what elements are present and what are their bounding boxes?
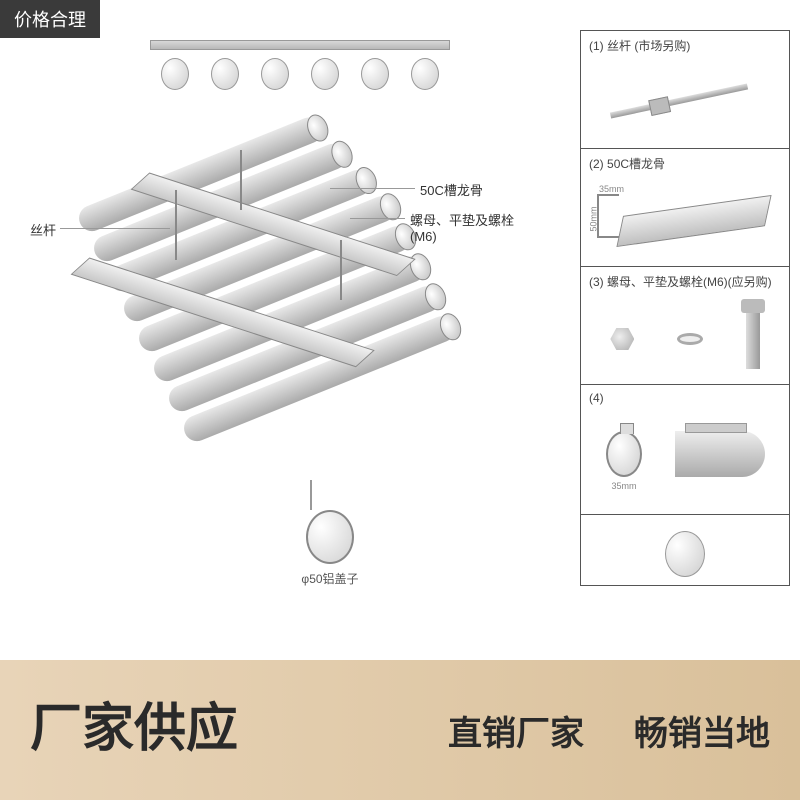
- part-row-rod: (1) 丝杆 (市场另购): [581, 31, 789, 149]
- tube-end: [311, 58, 339, 90]
- channel-profile: [597, 194, 619, 238]
- top-tubes-row: [150, 58, 450, 90]
- cap-detail: φ50铝盖子: [280, 510, 380, 587]
- label-channel: 50C槽龙骨: [420, 180, 483, 199]
- channel-graphic: [616, 195, 771, 247]
- part-title: (2) 50C槽龙骨: [589, 155, 781, 172]
- dimension: 50mm: [589, 206, 599, 231]
- tube-end: [161, 58, 189, 90]
- washer-graphic: [677, 333, 703, 345]
- tube-side-graphic: [675, 431, 765, 477]
- tube-end: [261, 58, 289, 90]
- part-title: (1) 丝杆 (市场另购): [589, 37, 781, 54]
- part-row-bolts: (3) 螺母、平垫及螺栓(M6)(应另购): [581, 267, 789, 385]
- label-bolts: 螺母、平垫及螺栓(M6): [410, 210, 520, 244]
- banner-tag: 直销厂家: [448, 706, 584, 755]
- leader-line: [330, 188, 415, 189]
- part-row-tube: (4) 35mm: [581, 385, 789, 515]
- dimension: 35mm: [612, 481, 637, 491]
- leader-line: [350, 218, 405, 219]
- top-rail: [150, 40, 450, 50]
- marketing-banner: 厂家供应 直销厂家 畅销当地: [0, 660, 800, 800]
- threaded-rod: [175, 190, 177, 260]
- threaded-rod: [340, 240, 342, 300]
- assembly-diagram: 丝杆 50C槽龙骨 螺母、平垫及螺栓(M6) φ50铝盖子: [10, 30, 570, 660]
- banner-tags: 直销厂家 畅销当地: [240, 706, 770, 755]
- top-elevation-view: [150, 40, 450, 90]
- rod-graphic: [610, 84, 748, 119]
- threaded-rod: [240, 150, 242, 210]
- label-rod: 丝杆: [30, 220, 56, 239]
- nut-graphic: [610, 328, 634, 350]
- tube-end: [211, 58, 239, 90]
- part-illustration: 35mm 50mm: [589, 176, 781, 256]
- leader-line: [60, 228, 170, 229]
- banner-tag: 畅销当地: [634, 706, 770, 755]
- part-title: (4): [589, 391, 781, 405]
- dimension: 35mm: [599, 184, 624, 194]
- parts-list: (1) 丝杆 (市场另购) (2) 50C槽龙骨 35mm 50mm (3) 螺…: [580, 30, 790, 586]
- part-row-cap: [581, 515, 789, 585]
- isometric-view: 丝杆 50C槽龙骨 螺母、平垫及螺栓(M6): [40, 210, 520, 510]
- banner-headline: 厂家供应: [30, 701, 240, 758]
- cap-circle: [306, 510, 354, 564]
- part-title: (3) 螺母、平垫及螺栓(M6)(应另购): [589, 273, 781, 290]
- cap-graphic: [665, 531, 705, 577]
- cap-label: φ50铝盖子: [280, 570, 380, 587]
- leader-line: [310, 480, 312, 510]
- part-illustration: 35mm: [589, 409, 781, 499]
- part-illustration: [589, 58, 781, 138]
- price-badge: 价格合理: [0, 0, 100, 38]
- part-illustration: [589, 294, 781, 374]
- bolt-graphic: [746, 309, 760, 369]
- tube-end: [361, 58, 389, 90]
- tube-end: [411, 58, 439, 90]
- part-row-channel: (2) 50C槽龙骨 35mm 50mm: [581, 149, 789, 267]
- tube-front-graphic: [606, 431, 642, 477]
